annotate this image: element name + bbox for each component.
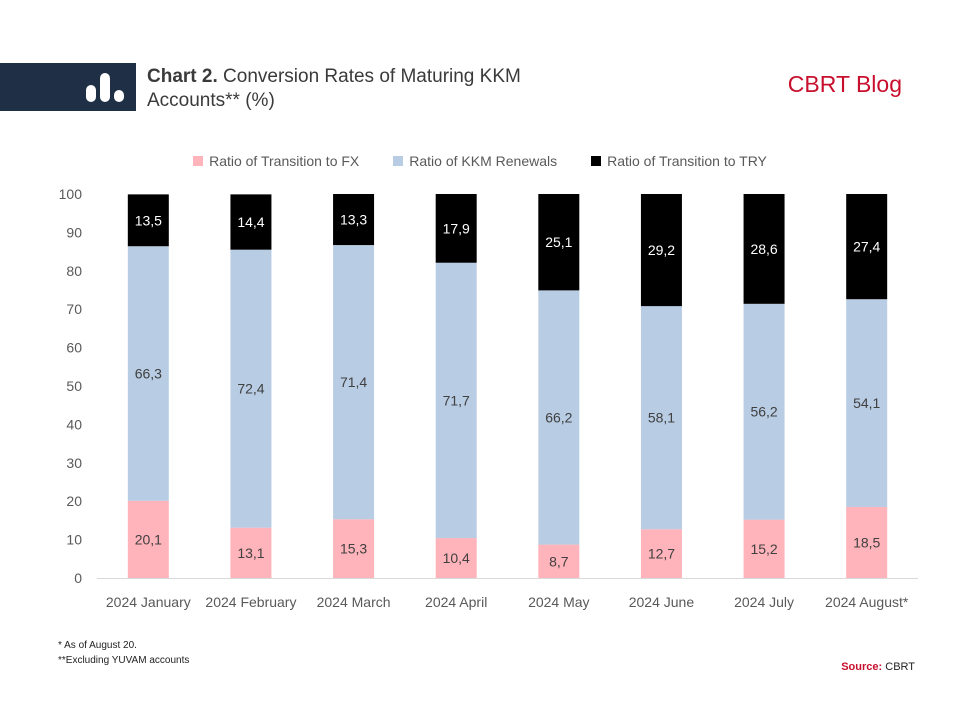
x-tick-label: 2024 April — [425, 594, 487, 610]
legend-item-renewals: Ratio of KKM Renewals — [393, 153, 557, 169]
bar-segment — [538, 194, 580, 291]
data-label: 18,5 — [853, 534, 880, 550]
legend-label-renewals: Ratio of KKM Renewals — [409, 153, 558, 169]
bar-segment — [743, 519, 785, 578]
bar-segment — [435, 538, 477, 578]
data-label: 58,1 — [648, 410, 675, 426]
bar-segment — [333, 194, 375, 246]
y-tick-label: 70 — [66, 301, 82, 317]
chart-title-text: Conversion Rates of Maturing KKM Account… — [147, 66, 521, 111]
data-label: 25,1 — [545, 234, 572, 250]
data-label: 66,2 — [545, 409, 572, 425]
legend-swatch-try — [591, 156, 602, 166]
data-label: 17,9 — [443, 220, 470, 236]
x-tick-label: 2024 August* — [825, 594, 909, 610]
source-value: CBRT — [885, 661, 915, 673]
x-tick-label: 2024 March — [317, 594, 391, 610]
bar-segment — [230, 249, 272, 528]
data-label: 13,5 — [135, 212, 162, 228]
bar-segment — [435, 262, 477, 539]
bar-segment — [230, 194, 272, 250]
data-label: 10,4 — [443, 550, 470, 566]
bar-segment — [538, 544, 580, 578]
y-tick-label: 50 — [66, 378, 82, 394]
x-tick-label: 2024 February — [205, 594, 296, 610]
data-label: 8,7 — [549, 553, 569, 569]
footnote-date: * As of August 20. — [58, 640, 137, 651]
source-label: Source: — [841, 661, 883, 673]
data-label: 29,2 — [648, 242, 675, 258]
data-label: 12,7 — [648, 546, 675, 562]
data-label: 54,1 — [853, 395, 880, 411]
bar-segment — [846, 299, 888, 507]
bar-segment — [640, 306, 682, 530]
y-tick-label: 20 — [66, 493, 82, 509]
x-tick-label: 2024 June — [629, 594, 695, 610]
y-tick-label: 0 — [74, 570, 82, 586]
chart-title-prefix: Chart 2. — [147, 66, 218, 87]
bar-segment — [846, 194, 888, 300]
bar-segment — [640, 529, 682, 578]
legend-item-fx: Ratio of Transition to FX — [193, 153, 359, 169]
y-tick-label: 40 — [66, 416, 82, 432]
data-label: 27,4 — [853, 239, 880, 255]
legend-label-fx: Ratio of Transition to FX — [209, 153, 360, 169]
y-tick-label: 30 — [66, 455, 82, 471]
data-label: 15,3 — [340, 541, 367, 557]
bar-chart-icon — [86, 73, 124, 102]
data-label: 72,4 — [237, 381, 264, 397]
bar-segment — [127, 246, 169, 501]
y-tick-label: 100 — [59, 186, 83, 202]
data-label: 13,1 — [237, 545, 264, 561]
bar-segment — [640, 194, 682, 307]
data-label: 28,6 — [750, 241, 777, 257]
y-tick-label: 60 — [66, 340, 82, 356]
x-tick-label: 2024 January — [106, 594, 191, 610]
data-label: 15,2 — [750, 541, 777, 557]
bar-segment — [127, 194, 169, 247]
chart-legend: Ratio of Transition to FX Ratio of KKM R… — [0, 153, 960, 169]
y-tick-label: 90 — [66, 224, 82, 240]
legend-swatch-renewals — [393, 156, 404, 166]
x-tick-label: 2024 May — [528, 594, 589, 610]
bar-segment — [846, 506, 888, 578]
chart-title: Chart 2. Conversion Rates of Maturing KK… — [147, 65, 567, 113]
footnote-yuvam: **Excluding YUVAM accounts — [58, 655, 190, 666]
bar-segment — [333, 519, 375, 578]
brand-label: CBRT Blog — [787, 71, 902, 97]
data-label: 71,7 — [443, 392, 470, 408]
legend-label-try: Ratio of Transition to TRY — [607, 153, 767, 169]
bar-segment — [127, 500, 169, 578]
y-tick-label: 80 — [66, 263, 82, 279]
bar-segment — [743, 194, 785, 304]
bar-segment — [743, 303, 785, 520]
bar-segment — [333, 245, 375, 520]
legend-swatch-fx — [193, 156, 204, 166]
data-label: 20,1 — [135, 531, 162, 547]
header-band — [0, 63, 136, 111]
x-tick-label: 2024 July — [734, 594, 794, 610]
data-label: 14,4 — [237, 214, 264, 230]
data-label: 56,2 — [750, 404, 777, 420]
bar-segment — [435, 194, 477, 263]
data-label: 13,3 — [340, 212, 367, 228]
bar-segment — [538, 290, 580, 545]
data-label: 71,4 — [340, 374, 367, 390]
source-note: Source: CBRT — [841, 661, 915, 673]
legend-item-try: Ratio of Transition to TRY — [591, 153, 767, 169]
data-label: 66,3 — [135, 366, 162, 382]
bar-segment — [230, 527, 272, 578]
y-tick-label: 10 — [66, 532, 82, 548]
